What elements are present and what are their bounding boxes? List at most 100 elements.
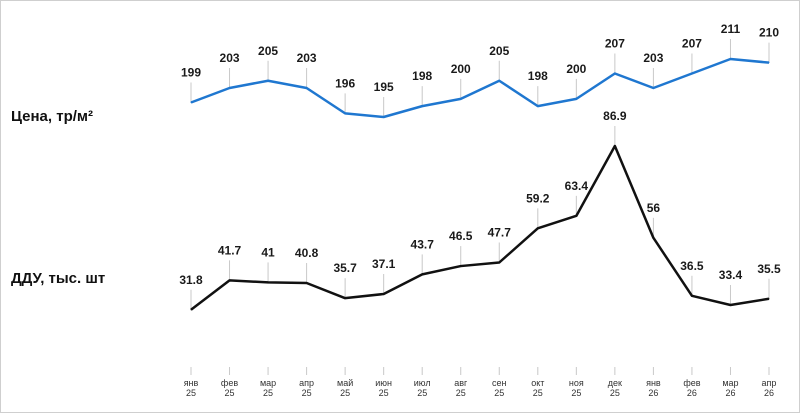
price-data-label: 200 (566, 62, 586, 76)
series-label-price: Цена, тр/м² (11, 108, 93, 125)
ddu-data-point (383, 293, 385, 295)
price-data-point (575, 98, 577, 100)
price-data-point (768, 62, 770, 64)
x-tick-label-year: 25 (494, 388, 504, 398)
ddu-data-label: 47.7 (488, 226, 512, 240)
price-data-label: 195 (374, 80, 394, 94)
ddu-data-point (652, 237, 654, 239)
x-tick-label-month: июн (375, 378, 392, 388)
x-tick-label-year: 25 (610, 388, 620, 398)
ddu-data-label: 46.5 (449, 229, 473, 243)
price-data-label: 203 (643, 51, 663, 65)
x-tick-label-year: 25 (571, 388, 581, 398)
x-tick-label-month: фев (221, 378, 238, 388)
x-tick-label-month: май (337, 378, 353, 388)
x-tick-label-month: мар (260, 378, 276, 388)
ddu-data-label: 59.2 (526, 191, 550, 205)
x-tick-label-year: 25 (533, 388, 543, 398)
ddu-data-label: 35.5 (757, 262, 781, 276)
price-data-point (344, 112, 346, 114)
price-data-label: 198 (412, 69, 432, 83)
x-tick-label-month: ноя (569, 378, 584, 388)
price-data-label: 203 (220, 51, 240, 65)
price-data-label: 205 (489, 44, 509, 58)
ddu-data-point (575, 215, 577, 217)
price-data-point (267, 80, 269, 82)
ddu-data-point (768, 298, 770, 300)
ddu-data-point (190, 309, 192, 311)
x-tick-label-year: 25 (186, 388, 196, 398)
price-data-label: 210 (759, 26, 779, 40)
x-tick-label-month: дек (608, 378, 622, 388)
x-tick-label-month: авг (454, 378, 468, 388)
price-data-label: 207 (682, 37, 702, 51)
x-tick-label-month: янв (184, 378, 199, 388)
price-data-label: 205 (258, 44, 278, 58)
x-tick-label-month: мар (722, 378, 738, 388)
series-label-ddu: ДДУ, тыс. шт (11, 270, 106, 287)
ddu-data-point (229, 279, 231, 281)
ddu-data-label: 36.5 (680, 259, 704, 273)
ddu-data-label: 86.9 (603, 109, 627, 123)
ddu-data-point (537, 227, 539, 229)
x-tick-label-year: 25 (379, 388, 389, 398)
x-tick-label-month: апр (762, 378, 777, 388)
ddu-data-point (729, 304, 731, 306)
x-tick-label-month: сен (492, 378, 507, 388)
ddu-data-label: 31.8 (179, 273, 203, 287)
price-data-point (229, 87, 231, 89)
price-data-point (691, 73, 693, 74)
ddu-data-label: 56 (647, 201, 661, 215)
ddu-data-point (460, 265, 462, 267)
price-data-point (498, 80, 500, 82)
price-data-point (537, 105, 539, 107)
price-data-point (614, 73, 616, 74)
price-data-label: 199 (181, 66, 201, 80)
price-data-label: 203 (297, 51, 317, 65)
price-data-point (306, 87, 308, 89)
ddu-data-point (344, 297, 346, 299)
ddu-data-label: 40.8 (295, 246, 319, 260)
x-tick-label-year: 26 (648, 388, 658, 398)
price-data-point (383, 116, 385, 118)
x-tick-label-year: 25 (263, 388, 273, 398)
ddu-data-point (267, 281, 269, 283)
ddu-data-label: 41 (261, 245, 275, 259)
ddu-data-label: 43.7 (411, 237, 435, 251)
x-tick-label-year: 25 (225, 388, 235, 398)
price-data-point (460, 98, 462, 100)
ddu-data-point (691, 295, 693, 297)
price-data-label: 211 (721, 22, 741, 36)
x-tick-label-year: 25 (456, 388, 466, 398)
ddu-data-label: 37.1 (372, 257, 396, 271)
ddu-data-point (306, 282, 308, 284)
price-data-point (190, 102, 192, 103)
ddu-data-point (614, 145, 616, 147)
price-data-label: 198 (528, 69, 548, 83)
price-data-point (652, 87, 654, 89)
x-tick-label-month: фев (683, 378, 700, 388)
ddu-data-point (498, 262, 500, 264)
price-series-line (190, 57, 770, 119)
x-tick-label-month: окт (531, 378, 544, 388)
ddu-data-label: 33.4 (719, 268, 743, 282)
ddu-series-line (190, 144, 770, 311)
x-tick-label-month: июл (414, 378, 431, 388)
x-tick-label-year: 25 (417, 388, 427, 398)
ddu-data-point (421, 273, 423, 275)
price-data-point (729, 58, 731, 60)
x-tick-label-year: 26 (725, 388, 735, 398)
x-tick-label-month: апр (299, 378, 314, 388)
ddu-data-label: 63.4 (565, 179, 589, 193)
price-data-label: 200 (451, 62, 471, 76)
x-tick-label-year: 25 (340, 388, 350, 398)
x-tick-label-year: 26 (687, 388, 697, 398)
ddu-data-label: 35.7 (333, 261, 357, 275)
x-tick-label-month: янв (646, 378, 661, 388)
price-data-label: 207 (605, 37, 625, 51)
ddu-data-label: 41.7 (218, 243, 242, 257)
price-data-label: 196 (335, 76, 355, 90)
price-data-point (421, 105, 423, 107)
